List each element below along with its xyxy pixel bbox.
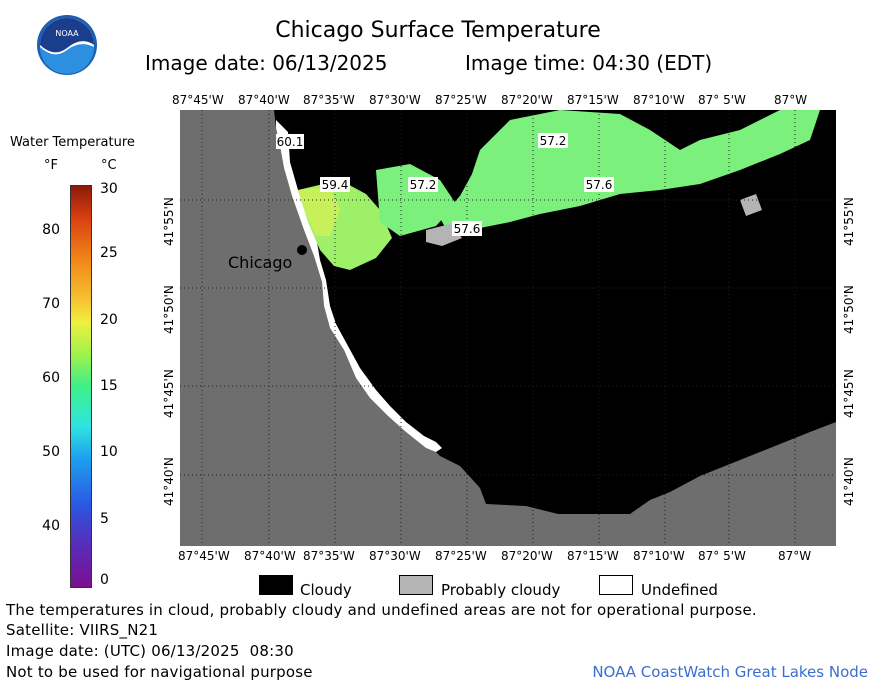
- contour-label: 57.2: [540, 134, 567, 148]
- credit-text: NOAA CoastWatch Great Lakes Node: [592, 663, 868, 681]
- colorbar-title: Water Temperature: [10, 135, 135, 150]
- lon-label: 87°45'W: [178, 549, 230, 563]
- image-date: Image date: 06/13/2025: [145, 51, 388, 75]
- legend-swatch-undefined: [599, 575, 633, 595]
- land-area: [180, 110, 836, 546]
- c-tick: 15: [100, 378, 118, 394]
- water-patch: [440, 110, 820, 236]
- f-tick: 40: [42, 518, 60, 534]
- f-tick: 70: [42, 296, 60, 312]
- disclaimer-text: The temperatures in cloud, probably clou…: [6, 601, 757, 619]
- lon-label: 87°30'W: [369, 549, 421, 563]
- lat-label: 41°40'N: [162, 457, 176, 506]
- navigation-warning: Not to be used for navigational purpose: [6, 663, 313, 681]
- lon-label: 87°35'W: [303, 549, 355, 563]
- utc-date-text: Image date: (UTC) 06/13/2025 08:30: [6, 642, 294, 660]
- contour-label: 59.4: [322, 178, 349, 192]
- legend-label-undefined: Undefined: [641, 581, 718, 599]
- unit-fahrenheit: °F: [44, 158, 58, 173]
- lon-label: 87°10'W: [633, 549, 685, 563]
- lat-label: 41°50'N: [162, 285, 176, 334]
- lat-label: 41°45'N: [842, 369, 856, 418]
- sst-map: 60.1 59.4 57.2 57.2 57.6 57.6: [180, 110, 836, 546]
- lat-label: 41°50'N: [842, 285, 856, 334]
- lon-label: 87°20'W: [501, 549, 553, 563]
- page-title: Chicago Surface Temperature: [275, 18, 601, 43]
- lon-label: 87°W: [778, 549, 812, 563]
- warm-water-patch: [298, 186, 340, 236]
- f-tick: 60: [42, 370, 60, 386]
- lat-label: 41°40'N: [842, 457, 856, 506]
- lon-label: 87°W: [774, 93, 808, 107]
- image-time: Image time: 04:30 (EDT): [465, 51, 713, 75]
- c-tick: 30: [100, 181, 118, 197]
- city-label-chicago: Chicago: [228, 253, 293, 272]
- c-tick: 10: [100, 444, 118, 460]
- temperature-colorbar: [70, 185, 92, 588]
- satellite-text: Satellite: VIIRS_N21: [6, 621, 159, 639]
- legend-label-probably-cloudy: Probably cloudy: [441, 581, 561, 599]
- lon-label: 87°45'W: [172, 93, 224, 107]
- contour-label: 60.1: [277, 135, 304, 149]
- lon-label: 87°10'W: [633, 93, 685, 107]
- lon-label: 87°25'W: [435, 93, 487, 107]
- svg-text:NOAA: NOAA: [55, 29, 79, 38]
- c-tick: 20: [100, 312, 118, 328]
- lon-label: 87°15'W: [567, 93, 619, 107]
- lon-label: 87°30'W: [369, 93, 421, 107]
- lon-label: 87°20'W: [501, 93, 553, 107]
- c-tick: 0: [100, 572, 109, 588]
- noaa-logo: NOAA: [37, 15, 97, 75]
- legend-swatch-cloudy: [259, 575, 293, 595]
- legend-swatch-probably-cloudy: [399, 575, 433, 595]
- lon-label: 87°35'W: [303, 93, 355, 107]
- lon-label: 87°40'W: [238, 93, 290, 107]
- lon-label: 87°15'W: [567, 549, 619, 563]
- contour-label: 57.6: [586, 178, 613, 192]
- contour-label: 57.6: [454, 222, 481, 236]
- contour-label: 57.2: [410, 178, 437, 192]
- lon-label: 87°25'W: [435, 549, 487, 563]
- f-tick: 80: [42, 222, 60, 238]
- lat-label: 41°55'N: [842, 197, 856, 246]
- c-tick: 25: [100, 245, 118, 261]
- legend-label-cloudy: Cloudy: [300, 581, 352, 599]
- lat-label: 41°45'N: [162, 369, 176, 418]
- unit-celsius: °C: [101, 158, 117, 173]
- lat-label: 41°55'N: [162, 197, 176, 246]
- chicago-marker: [297, 245, 307, 255]
- f-tick: 50: [42, 444, 60, 460]
- lon-label: 87°40'W: [244, 549, 296, 563]
- lon-label: 87° 5'W: [698, 93, 746, 107]
- c-tick: 5: [100, 511, 109, 527]
- lon-label: 87° 5'W: [698, 549, 746, 563]
